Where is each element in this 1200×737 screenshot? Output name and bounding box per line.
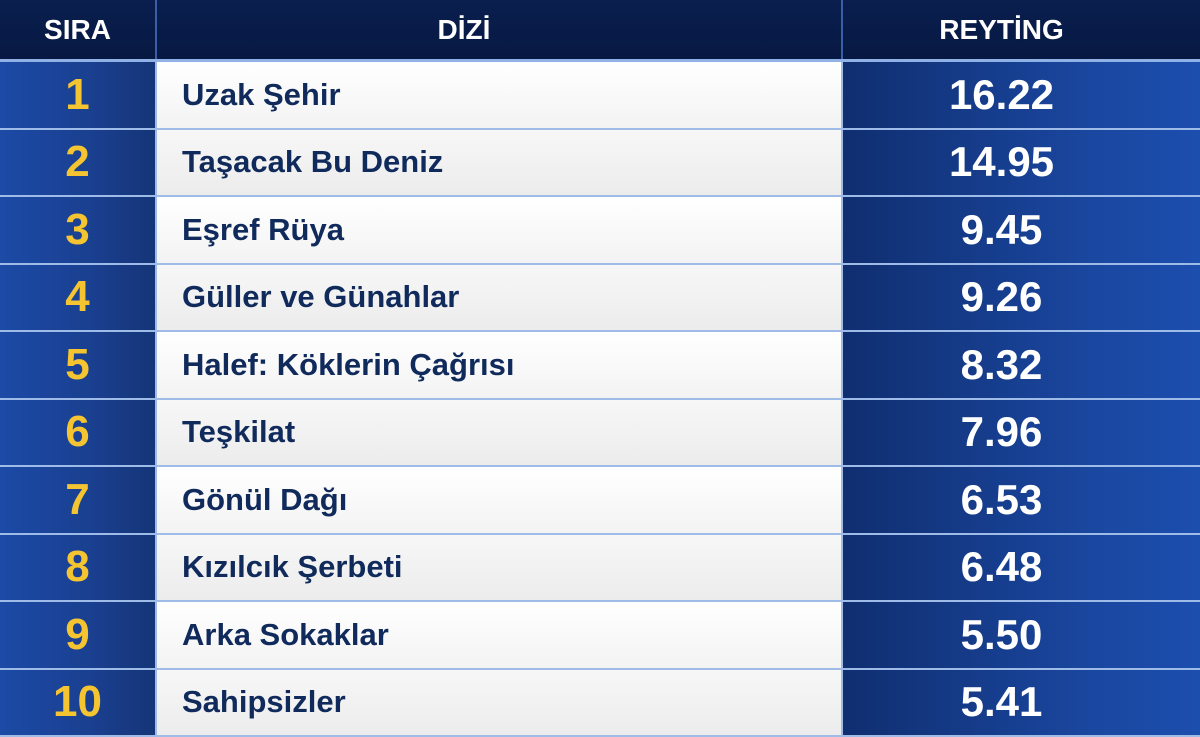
table-row: 1 Uzak Şehir 16.22 [0,62,1200,130]
table-row: 5 Halef: Köklerin Çağrısı 8.32 [0,332,1200,400]
rank-cell: 7 [0,467,155,533]
rating-cell: 6.53 [843,467,1200,533]
series-name-cell: Kızılcık Şerbeti [155,534,843,600]
rating-cell: 7.96 [843,399,1200,465]
rank-cell: 10 [0,669,155,735]
rank-cell: 5 [0,332,155,398]
rank-cell: 9 [0,602,155,668]
table-row: 6 Teşkilat 7.96 [0,399,1200,467]
rating-cell: 5.41 [843,669,1200,735]
rating-cell: 8.32 [843,332,1200,398]
series-name-cell: Taşacak Bu Deniz [155,129,843,195]
series-name-cell: Uzak Şehir [155,62,843,128]
rating-cell: 16.22 [843,62,1200,128]
table-row: 8 Kızılcık Şerbeti 6.48 [0,534,1200,602]
rank-cell: 3 [0,197,155,263]
table-row: 7 Gönül Dağı 6.53 [0,467,1200,535]
table-row: 10 Sahipsizler 5.41 [0,669,1200,737]
header-row: SIRA DİZİ REYTİNG [0,0,1200,62]
series-name-cell: Halef: Köklerin Çağrısı [155,332,843,398]
rank-cell: 1 [0,62,155,128]
table-row: 4 Güller ve Günahlar 9.26 [0,264,1200,332]
table-row: 2 Taşacak Bu Deniz 14.95 [0,129,1200,197]
rank-cell: 6 [0,399,155,465]
header-cell: DİZİ [155,0,843,59]
series-name-cell: Güller ve Günahlar [155,264,843,330]
rank-cell: 8 [0,534,155,600]
series-name-cell: Teşkilat [155,399,843,465]
header-cell: SIRA [44,13,111,45]
series-name-cell: Sahipsizler [155,669,843,735]
rating-cell: 5.50 [843,602,1200,668]
table-row: 9 Arka Sokaklar 5.50 [0,602,1200,670]
rating-cell: 6.48 [843,534,1200,600]
rating-cell: 9.26 [843,264,1200,330]
rank-cell: 2 [0,129,155,195]
rank-cell: 4 [0,264,155,330]
table-row: 3 Eşref Rüya 9.45 [0,197,1200,265]
header-cell: REYTİNG [939,13,1064,45]
series-name-cell: Eşref Rüya [155,197,843,263]
rating-cell: 9.45 [843,197,1200,263]
series-name-cell: Gönül Dağı [155,467,843,533]
rating-cell: 14.95 [843,129,1200,195]
series-name-cell: Arka Sokaklar [155,602,843,668]
